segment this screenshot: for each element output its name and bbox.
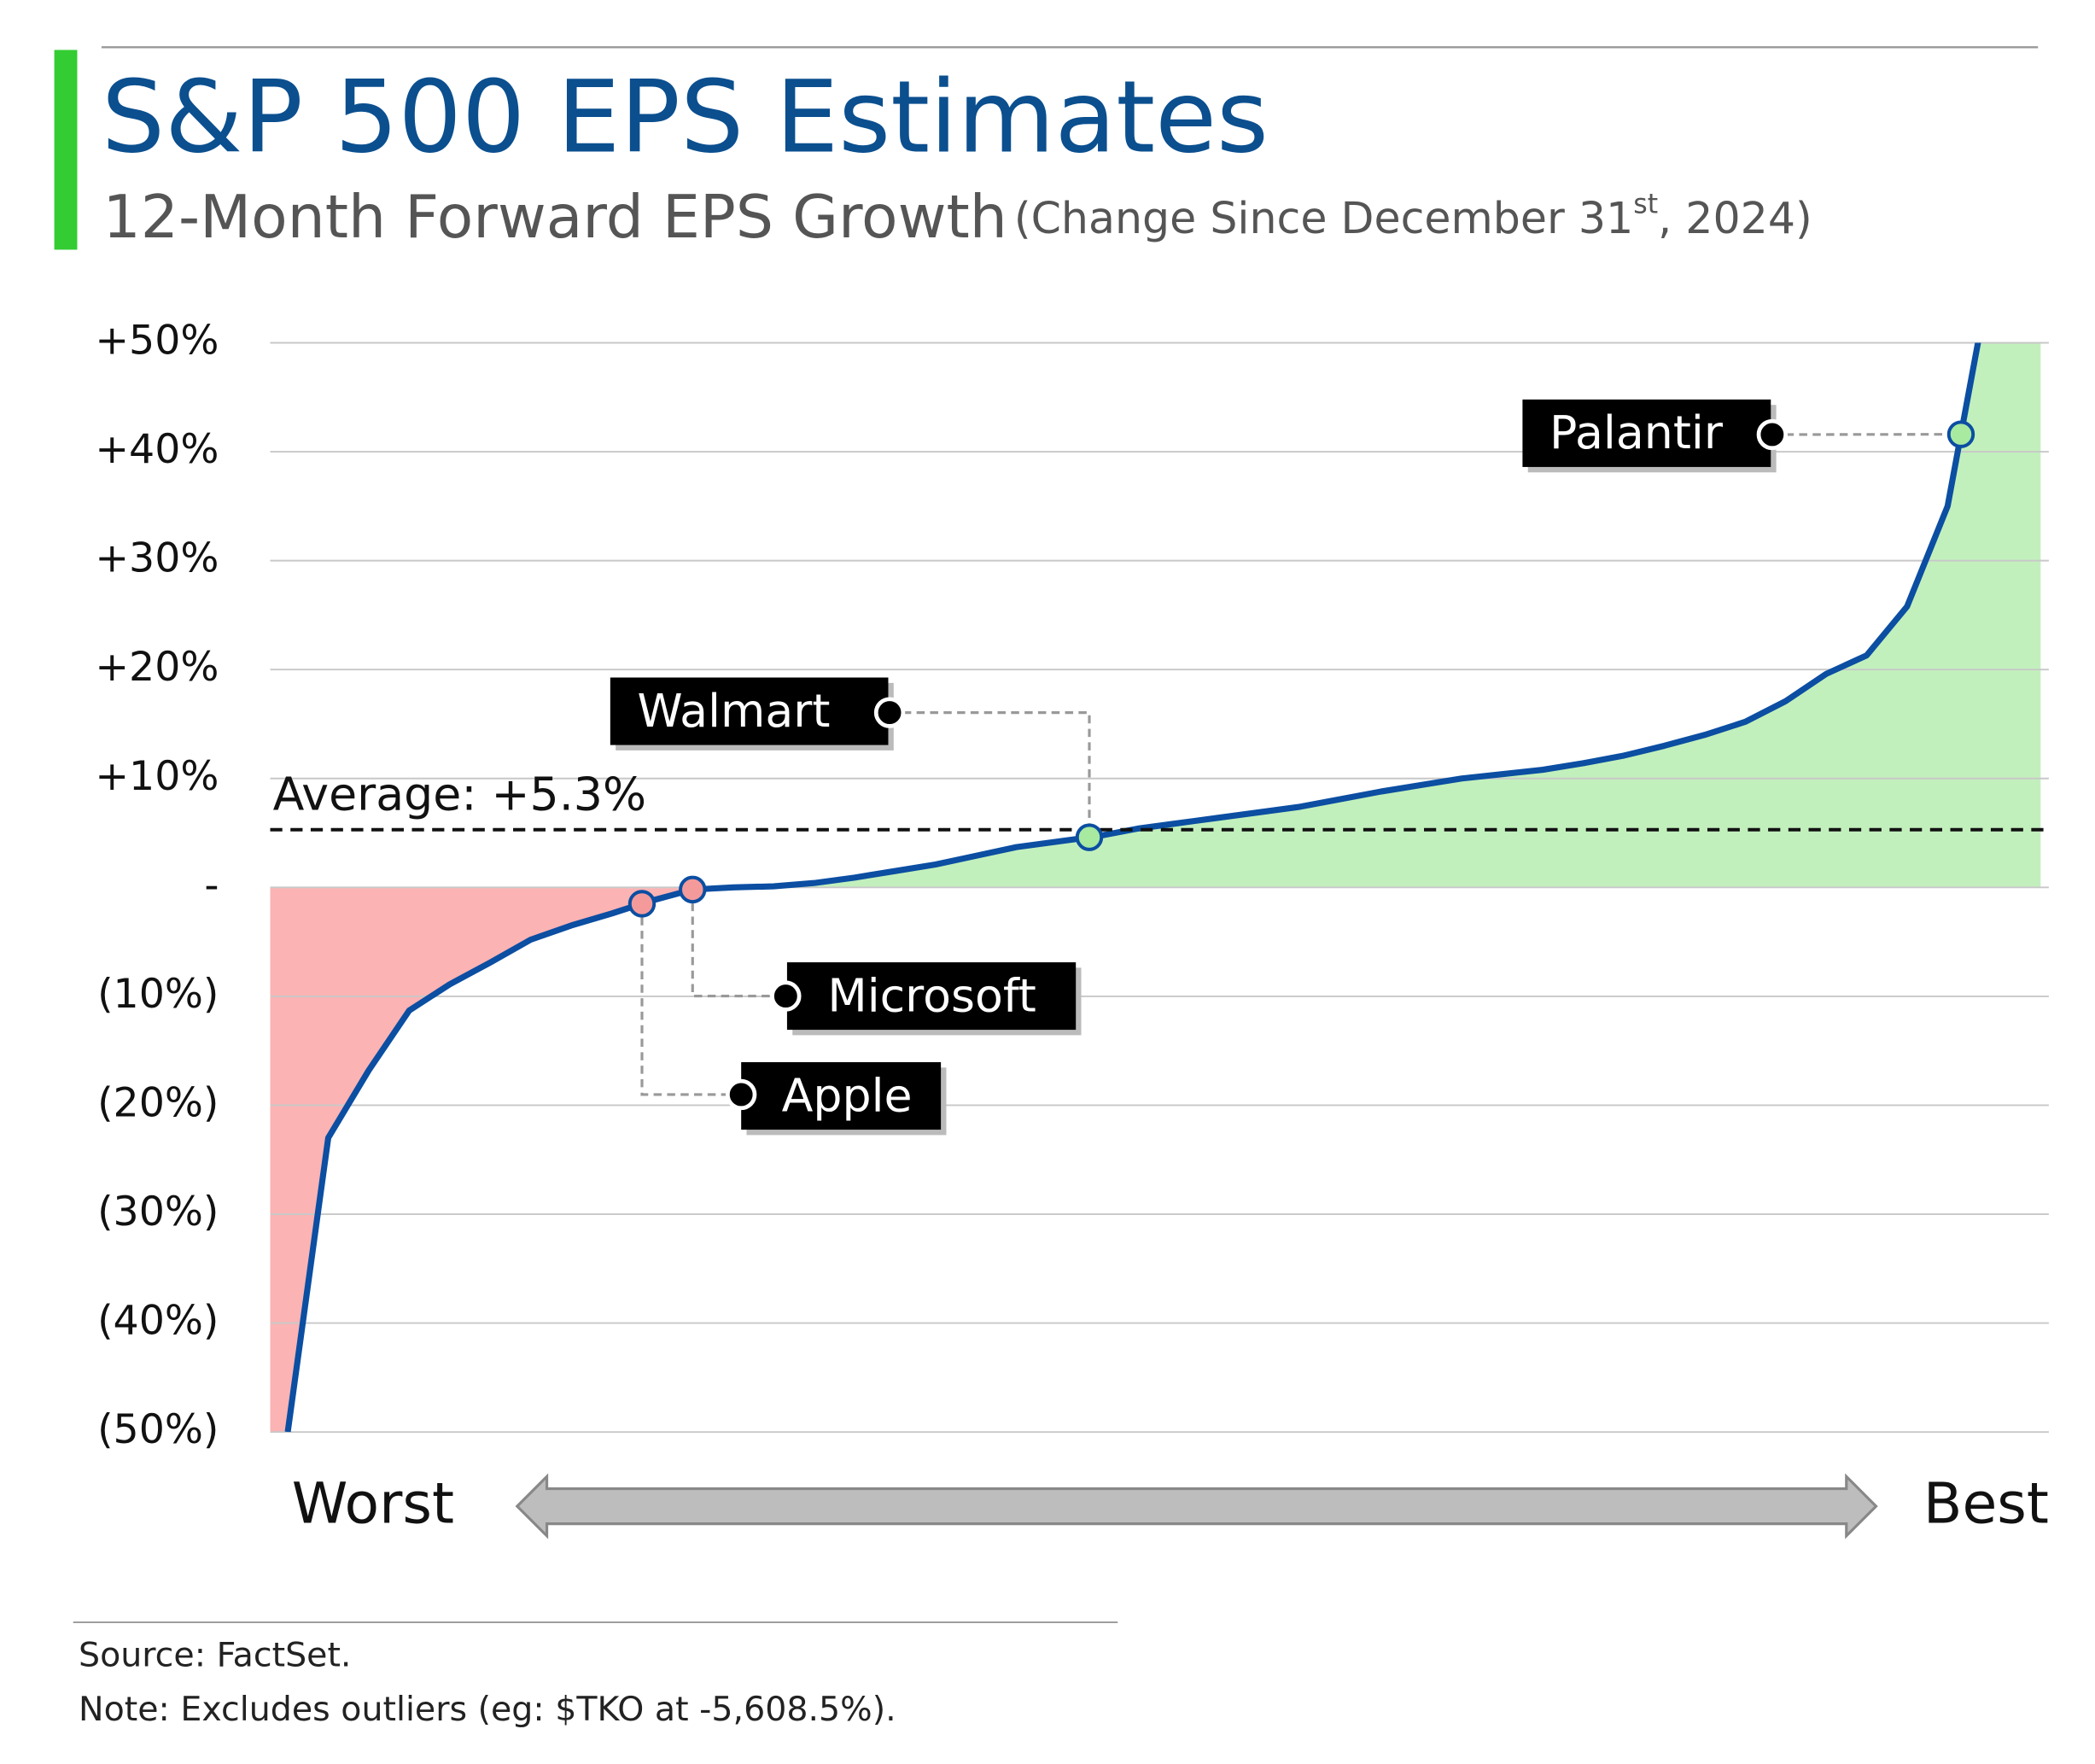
- leader-line: [691, 889, 786, 998]
- positive-area: [270, 342, 2041, 889]
- negative-area: [270, 888, 721, 1433]
- accent-bar: [54, 50, 78, 250]
- leader-line: [640, 903, 742, 1096]
- annotation-marker: [1075, 823, 1104, 851]
- label-box: [610, 677, 889, 745]
- eps-line: [284, 342, 1981, 1433]
- y-tick-label: +30%: [95, 535, 219, 582]
- x-end-label: Best: [1923, 1470, 2049, 1537]
- label-box: [1522, 399, 1771, 467]
- label-box: [786, 962, 1077, 1031]
- y-tick-label: (10%): [97, 971, 219, 1018]
- annotation-label: Apple: [782, 1068, 913, 1122]
- y-tick-label: +10%: [95, 753, 219, 800]
- label-dot: [1756, 418, 1789, 451]
- annotation-label: Walmart: [637, 684, 830, 738]
- worst-best-arrow: [515, 1473, 1878, 1539]
- y-tick-label: (50%): [97, 1406, 219, 1453]
- y-tick-label: (40%): [97, 1298, 219, 1345]
- average-label: Average: +5.3%: [273, 767, 646, 821]
- plot-layer: +50% +40% +30% +20% +10% - (10%) (20%) (30%) (40%…: [95, 318, 2049, 1453]
- y-tick-label: -: [204, 862, 219, 908]
- label-dot: [873, 697, 906, 728]
- chart-title: S&P 500 EPS Estimates: [102, 59, 1269, 176]
- annotation-marker: [679, 875, 707, 904]
- annotation-label: Microsoft: [827, 968, 1036, 1022]
- y-tick-label: +50%: [95, 318, 219, 365]
- label-dot: [725, 1078, 757, 1111]
- label-dot: [770, 980, 802, 1012]
- annotation-marker: [627, 890, 657, 918]
- chart-subtitle: 12-Month Forward EPS Growth (Change Sinc…: [102, 183, 1812, 252]
- y-tick-label: (30%): [97, 1189, 219, 1235]
- x-start-label: Worst: [292, 1470, 454, 1537]
- y-tick-label: (20%): [97, 1079, 219, 1126]
- y-tick-label: +40%: [95, 426, 219, 473]
- leader-line: [890, 711, 1091, 838]
- y-tick-label: +20%: [95, 644, 219, 691]
- label-box: [741, 1062, 942, 1130]
- source: Source: FactSet.: [79, 1636, 351, 1675]
- annotation-marker: [1946, 420, 1975, 448]
- annotation-label: Palantir: [1549, 406, 1724, 459]
- note: Note: Excludes outliers (eg: $TKO at -5,…: [79, 1690, 896, 1729]
